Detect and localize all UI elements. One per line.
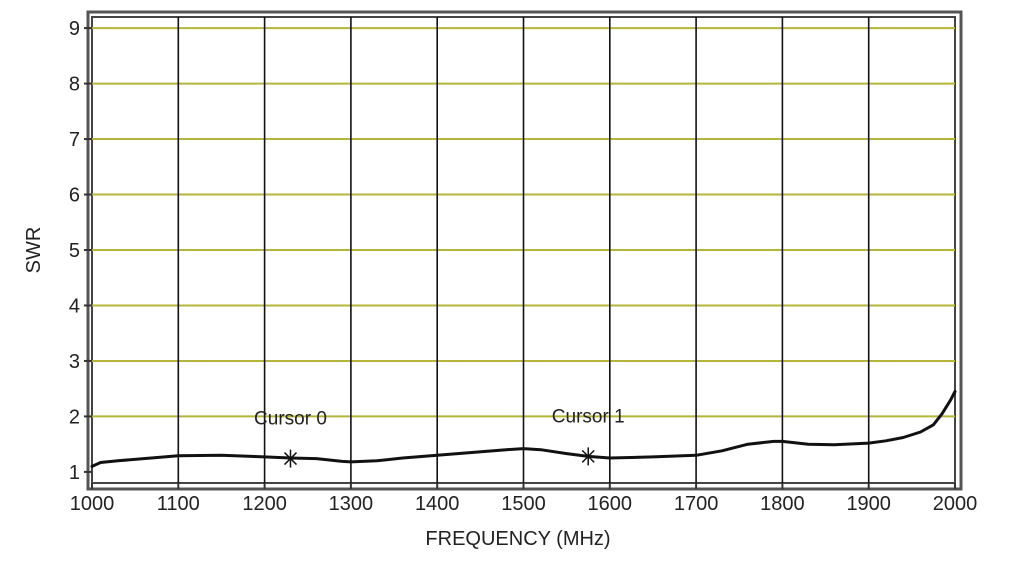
x-tick-label: 1300 — [329, 493, 374, 515]
cursor-0-marker[interactable] — [283, 449, 298, 468]
cursor-1-label: Cursor 1 — [552, 406, 625, 427]
x-axis-title: FREQUENCY (MHz) — [425, 528, 610, 550]
cursor-1-marker[interactable] — [581, 447, 595, 466]
y-tick-label: 7 — [69, 129, 80, 151]
y-tick-label: 3 — [69, 351, 80, 373]
y-tick-label: 2 — [69, 406, 80, 428]
swr-series-line — [90, 390, 957, 468]
grid-lines — [92, 17, 955, 483]
y-tick-label: 9 — [69, 18, 80, 40]
cursor-markers: Cursor 0 Cursor 1 — [254, 406, 625, 468]
y-tick-label: 1 — [69, 462, 80, 484]
x-tick-label: 1700 — [674, 493, 719, 515]
y-tick-label: 8 — [69, 74, 80, 96]
x-tick-label: 1900 — [846, 493, 891, 515]
cursor-0-label: Cursor 0 — [254, 409, 327, 430]
x-tick-label: 1000 — [70, 493, 115, 515]
y-axis-title: SWR — [23, 227, 45, 274]
x-tick-label: 1400 — [415, 493, 460, 515]
x-axis: 1000 1100 1200 1300 1400 1500 1600 1700 1800 1900… — [70, 483, 978, 515]
x-tick-label: 1800 — [760, 493, 805, 515]
y-tick-label: 6 — [69, 185, 80, 207]
x-tick-label: 1200 — [242, 493, 287, 515]
y-tick-label: 5 — [69, 240, 80, 262]
x-tick-label: 1500 — [501, 493, 546, 515]
y-tick-label: 4 — [69, 295, 80, 317]
x-tick-label: 1100 — [157, 493, 200, 515]
x-tick-label: 1600 — [588, 493, 633, 515]
y-axis: 1 2 3 4 5 6 7 8 9 — [69, 18, 92, 484]
x-tick-label: 2000 — [933, 493, 978, 515]
